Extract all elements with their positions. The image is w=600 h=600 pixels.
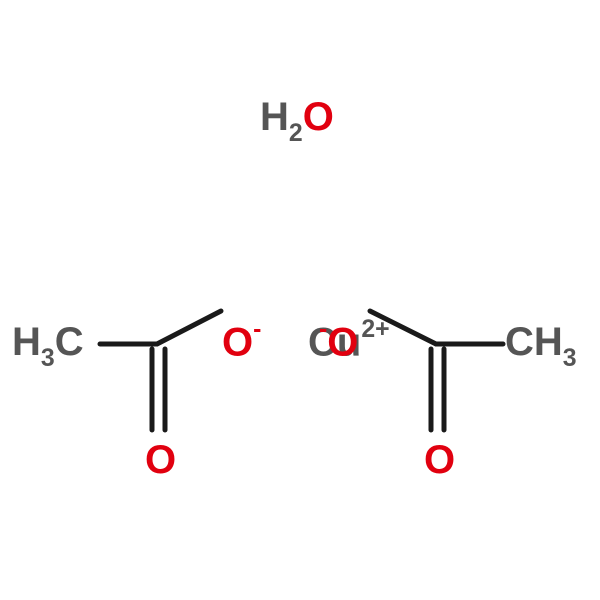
left-o-neg-o: O	[222, 320, 253, 364]
bond-layer	[0, 0, 600, 600]
right-o-neg-sup: -	[319, 316, 327, 343]
left-ch3-c: C	[55, 320, 84, 364]
water-sub2: 2	[289, 120, 303, 147]
right-o-neg: -O	[319, 320, 358, 365]
right-o-dbl-o: O	[424, 438, 455, 482]
right-ch3-h: H	[534, 320, 563, 364]
right-o-neg-o: O	[327, 320, 358, 364]
left-o-neg: O-	[222, 320, 261, 365]
bond-left-c-oneg	[157, 311, 221, 344]
water-molecule: H2O	[260, 95, 334, 146]
right-ch3-c: C	[505, 320, 534, 364]
left-ch3-h: H	[12, 320, 41, 364]
left-o-dbl: O	[145, 438, 176, 483]
water-o: O	[303, 95, 334, 139]
left-o-dbl-o: O	[145, 438, 176, 482]
water-h: H	[260, 95, 289, 139]
left-ch3: H3C	[12, 320, 84, 371]
left-ch3-sub3: 3	[41, 345, 55, 372]
left-o-neg-sup: -	[253, 316, 261, 343]
right-ch3: CH3	[505, 320, 577, 371]
right-ch3-sub3: 3	[563, 345, 577, 372]
right-o-dbl: O	[424, 438, 455, 483]
diagram-stage: H2O H3C O- O Cu2+ -O O CH3	[0, 0, 600, 600]
copper-charge: 2+	[361, 316, 389, 343]
